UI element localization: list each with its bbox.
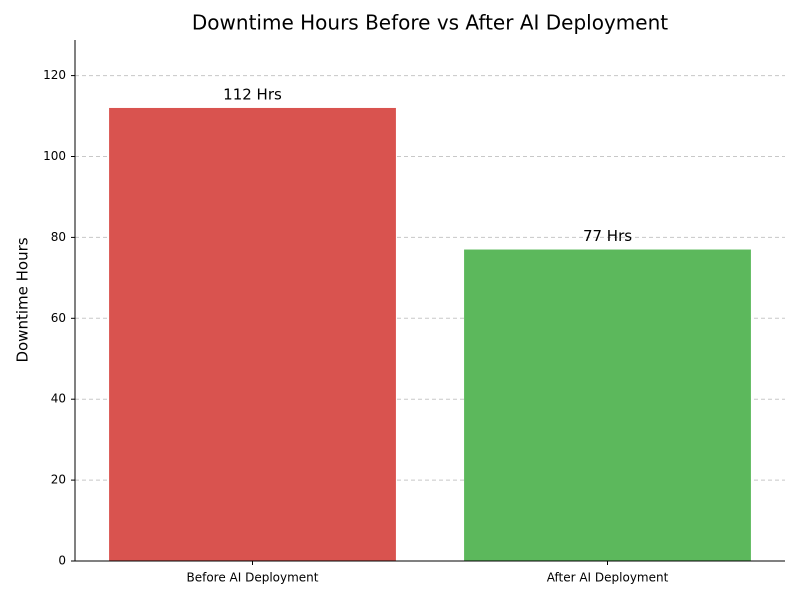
y-tick-label: 20 [51,473,66,487]
y-tick-label: 0 [58,554,66,568]
y-tick-label: 80 [51,230,66,244]
y-tick-label: 60 [51,311,66,325]
value-label: 77 Hrs [583,227,632,245]
y-tick-label: 40 [51,392,66,406]
y-tick-label: 120 [43,68,66,82]
y-tick-label: 100 [43,149,66,163]
chart-title: Downtime Hours Before vs After AI Deploy… [192,11,668,35]
bar [109,107,396,562]
x-tick-label: Before AI Deployment [186,571,318,585]
y-axis-label: Downtime Hours [14,237,32,362]
bar [464,249,751,562]
x-tick-label: After AI Deployment [547,571,669,585]
value-label: 112 Hrs [223,85,282,103]
